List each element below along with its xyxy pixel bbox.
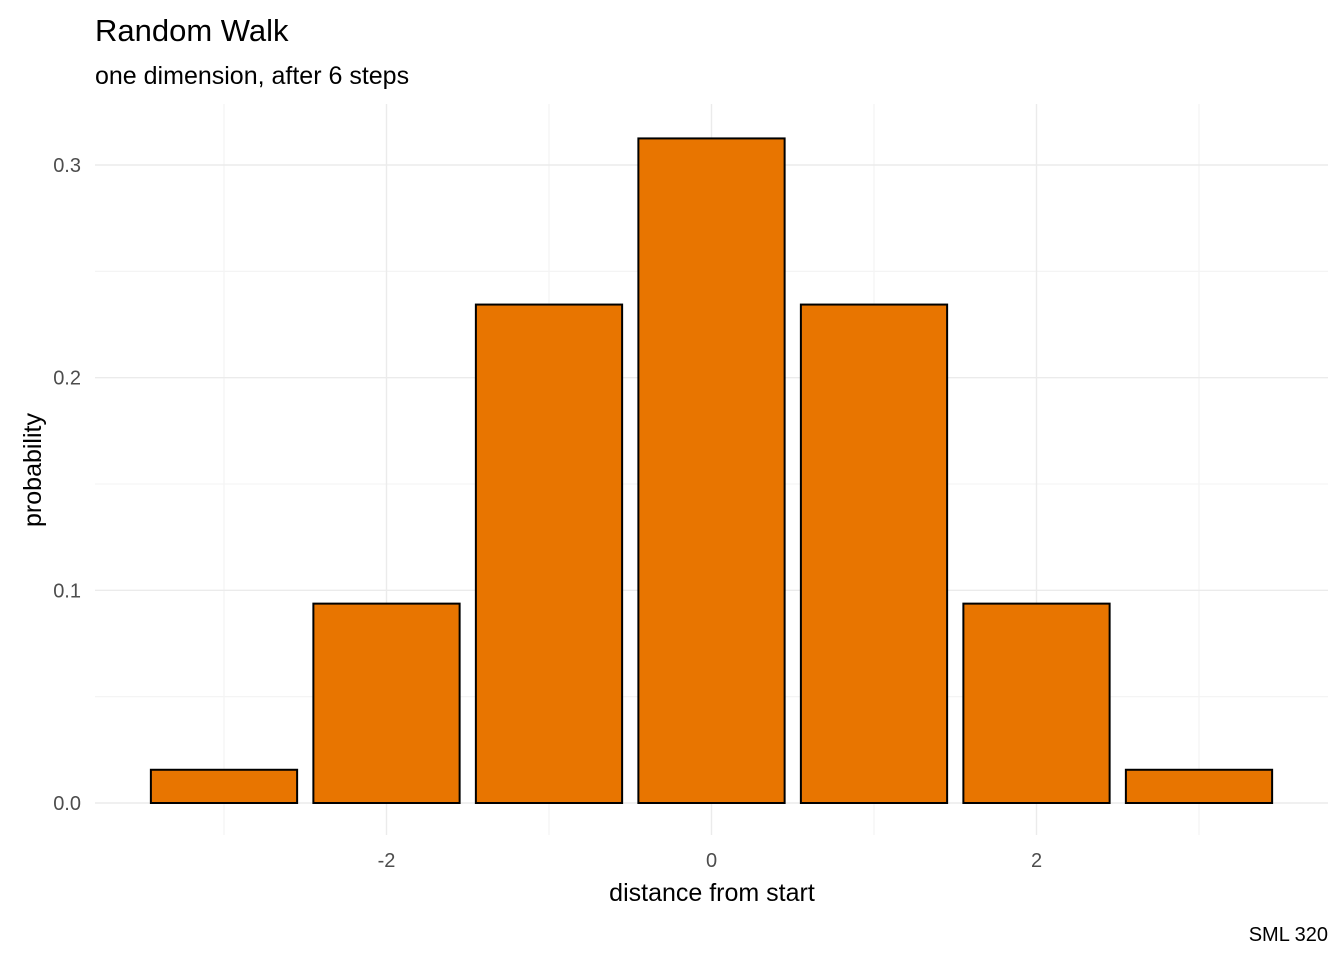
y-tick-label: 0.0 xyxy=(53,793,81,815)
bar-x--1 xyxy=(474,303,624,804)
y-tick-label: 0.3 xyxy=(53,155,81,177)
x-axis-tick-labels: -2 0 2 xyxy=(378,850,1042,872)
y-axis-tick-labels: 0.0 0.1 0.2 0.3 xyxy=(53,155,81,815)
bar-x-1 xyxy=(799,303,949,804)
chart-title: Random Walk xyxy=(95,13,289,48)
bar-x--2 xyxy=(312,602,461,804)
y-axis-title: probability xyxy=(19,413,47,527)
chart-caption: SML 320 xyxy=(1249,924,1328,946)
y-tick-label: 0.2 xyxy=(53,368,81,390)
y-tick-label: 0.1 xyxy=(53,580,81,602)
bar-x-3 xyxy=(1124,768,1274,804)
bar-x-0 xyxy=(637,137,786,804)
bar-x--3 xyxy=(149,768,299,804)
bar-x-2 xyxy=(962,602,1111,804)
x-tick-label: 0 xyxy=(706,850,717,872)
bars xyxy=(149,137,1274,804)
x-axis-title: distance from start xyxy=(609,879,815,907)
chart-subtitle: one dimension, after 6 steps xyxy=(95,62,409,90)
x-tick-label: -2 xyxy=(378,850,396,872)
x-tick-label: 2 xyxy=(1031,850,1042,872)
